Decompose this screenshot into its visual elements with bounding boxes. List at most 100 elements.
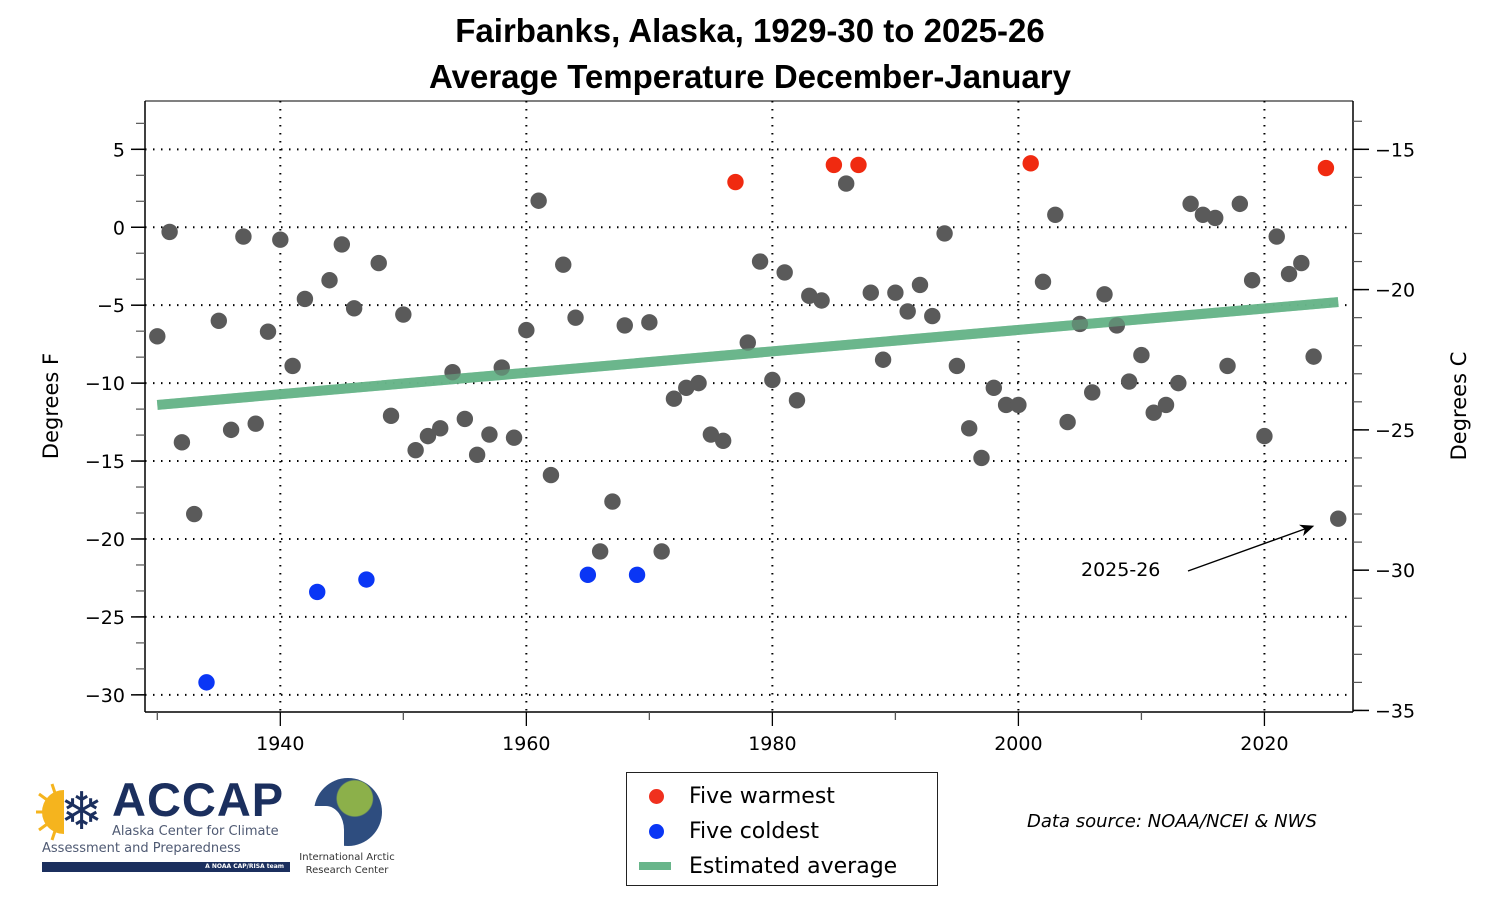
data-point: [370, 254, 387, 272]
y-tick-label-left: −10: [85, 373, 125, 395]
accap-line2: Assessment and Preparedness: [42, 841, 241, 856]
data-point: [284, 357, 301, 375]
data-point: [924, 307, 941, 325]
annotation-arrowhead-icon: [1299, 524, 1315, 537]
accap-name: ACCAP: [112, 773, 285, 826]
data-point: [714, 432, 732, 449]
data-point: [899, 303, 916, 320]
data-point: [210, 312, 228, 329]
data-point: [985, 379, 1002, 396]
data-point-warmest: [825, 156, 843, 174]
data-point: [382, 407, 400, 425]
data-point: [149, 328, 166, 345]
data-point: [665, 390, 683, 407]
globe-cutout: [314, 806, 344, 846]
y-tick-label-right: −20: [1375, 280, 1415, 302]
data-point: [247, 415, 264, 432]
data-point: [616, 317, 633, 334]
data-point: [1330, 510, 1347, 527]
data-source: Data source: NOAA/NCEI & NWS: [1027, 811, 1317, 832]
data-point: [432, 420, 449, 437]
data-point: [1047, 206, 1064, 223]
data-point: [764, 371, 781, 389]
data-point: [161, 223, 178, 241]
y-tick-label-left: −5: [97, 295, 125, 317]
data-point: [960, 420, 978, 437]
y-tick-label-right: −15: [1375, 139, 1415, 161]
data-point: [1133, 346, 1150, 364]
accap-tagline: A NOAA CAP/RISA team: [42, 862, 290, 872]
snowflake-icon: ❄: [60, 782, 104, 842]
data-point: [1120, 373, 1138, 390]
data-point: [1207, 209, 1224, 227]
accap-logo: ❄ ACCAP Alaska Center for Climate Assess…: [28, 768, 290, 878]
grid: [145, 101, 1353, 712]
data-point: [591, 543, 609, 560]
data-point: [1010, 396, 1027, 414]
data-point: [222, 421, 240, 439]
data-point: [235, 228, 252, 245]
x-tick-label: 1940: [256, 733, 304, 755]
iarc-logo: International Arctic Research Center: [292, 776, 402, 886]
data-point: [468, 446, 486, 464]
y-axis-title-right: Degrees C: [1447, 352, 1471, 461]
data-point: [690, 374, 707, 392]
trend-line-overlay: [156, 297, 1339, 410]
y-tick-label-left: −20: [85, 529, 125, 551]
data-point: [702, 426, 720, 443]
points-layer: [149, 155, 1347, 691]
data-point-warmest: [1317, 159, 1335, 177]
legend-label-warmest: Five warmest: [689, 783, 835, 809]
data-point: [505, 429, 523, 446]
data-point-warmest: [727, 173, 744, 191]
legend-label-coldest: Five coldest: [689, 818, 819, 844]
legend-item-coldest: Five coldest: [627, 814, 819, 848]
x-tick-label: 1980: [748, 733, 796, 755]
data-point: [678, 379, 695, 396]
data-point: [1305, 348, 1322, 365]
data-point: [1059, 413, 1076, 431]
data-point: [1256, 427, 1273, 445]
data-point: [1243, 272, 1261, 289]
data-point: [739, 334, 756, 351]
legend-label-average: Estimated average: [689, 853, 898, 879]
x-tick-label: 2000: [994, 733, 1042, 755]
y-axis-title-left: Degrees F: [39, 353, 63, 459]
legend-blue-dot-icon: [649, 823, 664, 839]
data-point-coldest: [579, 566, 597, 584]
data-point: [419, 427, 437, 445]
data-point: [1194, 206, 1212, 223]
data-point: [456, 410, 474, 428]
y-tick-label-left: −25: [85, 607, 125, 629]
data-point: [936, 225, 953, 242]
y-tick-label-left: 5: [113, 139, 125, 161]
annotation-label: 2025-26: [1081, 559, 1160, 581]
data-point: [776, 264, 793, 281]
data-point: [518, 321, 535, 339]
data-point: [1231, 195, 1249, 213]
legend-item-average: Estimated average: [627, 849, 897, 883]
data-point: [542, 466, 560, 484]
ticks: 5 0 −5 −10 −15 −20 −25 −30 −15 −20 −25 −30 −35 1940 19…: [85, 120, 1415, 755]
data-point: [173, 434, 191, 451]
data-point: [801, 287, 818, 305]
data-point: [997, 396, 1015, 414]
data-point: [788, 392, 806, 409]
data-point: [296, 290, 314, 308]
data-point: [1096, 286, 1113, 303]
data-point: [813, 292, 830, 309]
annotation: 2025-26: [1081, 524, 1315, 581]
legend-green-line-icon: [639, 862, 671, 870]
data-point: [567, 309, 584, 326]
iarc-line1: International Arctic: [299, 852, 395, 863]
y-tick-label-left: 0: [113, 217, 125, 239]
data-point: [186, 505, 203, 523]
data-point: [604, 493, 621, 510]
data-point: [1268, 228, 1285, 245]
data-point: [530, 192, 547, 209]
data-point: [973, 449, 990, 467]
data-point: [1182, 195, 1199, 213]
data-point: [395, 306, 412, 323]
data-point: [1170, 374, 1187, 392]
